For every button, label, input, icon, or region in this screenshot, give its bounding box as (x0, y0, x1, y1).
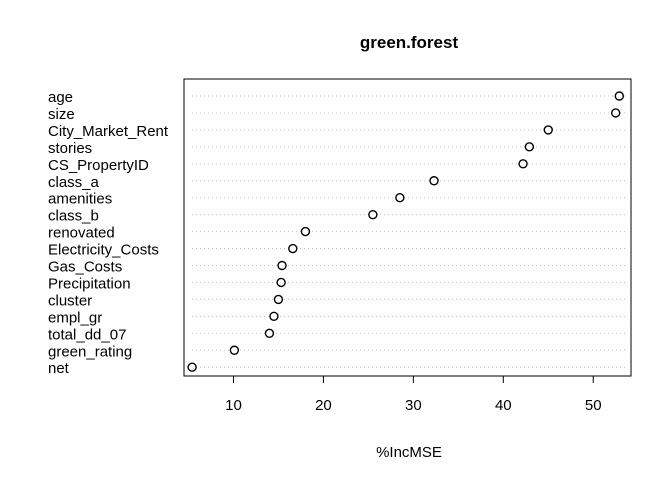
data-point (229, 345, 240, 355)
category-label: age (48, 89, 73, 106)
data-point (300, 226, 311, 237)
data-point (269, 311, 279, 322)
category-label: City_Market_Rent (48, 123, 169, 140)
data-point (429, 176, 439, 186)
x-tick-label: 50 (585, 397, 602, 414)
grid-layer (192, 95, 627, 368)
category-label: amenities (48, 191, 112, 208)
category-label: Precipitation (48, 275, 131, 292)
category-label: cluster (48, 292, 92, 309)
category-label: Gas_Costs (48, 259, 122, 276)
x-axis-label: %IncMSE (376, 444, 442, 461)
data-point (288, 243, 298, 254)
category-label: net (48, 360, 70, 377)
data-point (368, 209, 378, 220)
plot-frame (183, 78, 632, 377)
data-point (524, 142, 535, 152)
data-point (264, 328, 275, 338)
data-point (187, 362, 197, 372)
x-tick-label: 40 (495, 397, 512, 414)
category-label: CS_PropertyID (48, 157, 149, 174)
data-points (187, 91, 625, 372)
data-point (276, 277, 286, 288)
chart-title: green.forest (360, 33, 459, 52)
category-label: green_rating (48, 343, 132, 360)
data-point (395, 192, 405, 203)
data-point (277, 260, 287, 271)
category-label: class_a (48, 174, 100, 191)
data-point (273, 294, 284, 305)
x-tick-label: 20 (315, 397, 332, 414)
category-label: total_dd_07 (48, 326, 126, 343)
data-point (614, 91, 625, 101)
data-point (518, 159, 528, 169)
category-label: empl_gr (48, 309, 102, 326)
category-label: size (48, 106, 75, 123)
category-label: stories (48, 140, 92, 157)
data-point (543, 125, 553, 135)
category-label: Electricity_Costs (48, 242, 159, 259)
category-label: class_b (48, 208, 99, 225)
category-labels: agesizeCity_Market_RentstoriesCS_Propert… (48, 89, 169, 377)
x-tick-label: 10 (225, 397, 242, 414)
category-label: renovated (48, 225, 115, 242)
data-point (611, 108, 621, 118)
x-axis-ticks: 10 20 30 40 50 (225, 376, 602, 414)
x-tick-label: 30 (405, 397, 422, 414)
